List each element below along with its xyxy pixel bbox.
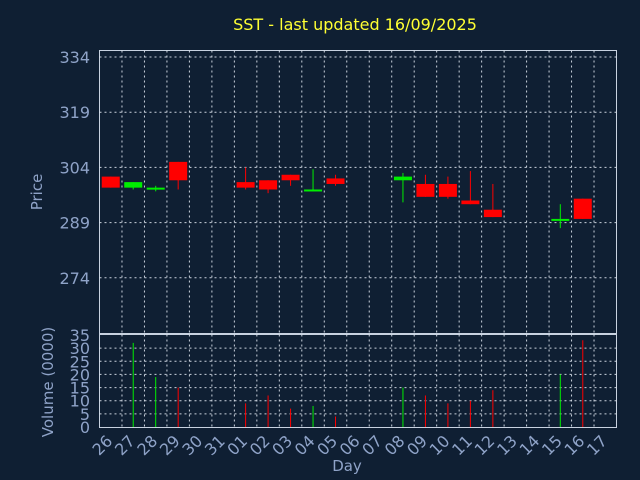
chart-title: SST - last updated 16/09/2025 <box>233 15 477 34</box>
price-tick-label: 274 <box>59 269 90 288</box>
volume-tick-label: 20 <box>70 365 90 384</box>
volume-tick-label: 0 <box>80 418 90 437</box>
volume-tick-label: 25 <box>70 352 90 371</box>
volume-tick-label: 30 <box>70 339 90 358</box>
price-tick-label: 304 <box>59 158 90 177</box>
volume-bars <box>132 340 584 427</box>
candle-body <box>146 187 165 190</box>
candlesticks <box>101 161 592 229</box>
candle-body <box>461 200 480 205</box>
price-axis-label: Price <box>28 174 46 211</box>
volume-gridlines <box>99 334 617 428</box>
candle-body <box>551 218 570 221</box>
volume-axis-label: Volume (0000) <box>39 327 57 437</box>
candle-body <box>236 182 255 188</box>
candle-body <box>483 209 502 218</box>
volume-tick-label: 15 <box>70 379 90 398</box>
candle-body <box>169 161 188 181</box>
candle-body <box>281 174 300 181</box>
price-panel-frame <box>99 50 617 334</box>
candle-body <box>124 182 143 188</box>
volume-tick-label: 5 <box>80 405 90 424</box>
x-tick-label: 17 <box>583 431 611 459</box>
price-tick-labels: 334 319 304 289 274 <box>59 48 90 288</box>
candle-body <box>326 178 345 184</box>
volume-tick-label: 10 <box>70 392 90 411</box>
candle-body <box>259 180 278 190</box>
price-tick-label: 319 <box>59 103 90 122</box>
candle-body <box>304 189 323 192</box>
candle-body <box>101 176 120 188</box>
candle-body <box>438 183 457 197</box>
x-axis-label: Day <box>332 457 362 475</box>
price-tick-label: 289 <box>59 214 90 233</box>
volume-tick-label: 35 <box>70 326 90 345</box>
price-gridlines <box>99 50 617 334</box>
candle-body <box>416 183 435 197</box>
volume-panel-frame <box>99 334 617 428</box>
x-tick-labels: 2627282930310102030405060708091011121314… <box>88 431 610 459</box>
price-panel: 334 319 304 289 274 <box>59 48 617 334</box>
candle-body <box>573 198 592 219</box>
price-tick-label: 334 <box>59 48 90 67</box>
candle-body <box>393 176 412 181</box>
